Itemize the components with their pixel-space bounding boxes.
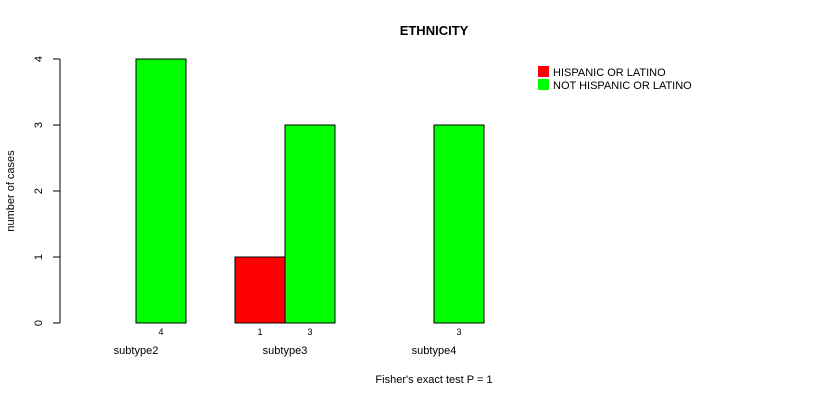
bar-subtype3-series-1 xyxy=(284,124,336,324)
bar-subtype4-series-1 xyxy=(433,124,485,324)
legend-label: HISPANIC OR LATINO xyxy=(553,67,666,79)
y-tick-label: 4 xyxy=(33,56,45,62)
legend-label: NOT HISPANIC OR LATINO xyxy=(553,80,692,92)
bar-subtype2-series-1 xyxy=(135,58,187,324)
y-tick-label: 1 xyxy=(33,254,45,260)
bar-count-label: 3 xyxy=(456,327,461,337)
category-label: subtype2 xyxy=(114,345,159,357)
y-tick-label: 2 xyxy=(33,188,45,194)
category-label: subtype3 xyxy=(263,345,308,357)
y-tick-label: 3 xyxy=(33,122,45,128)
bar-count-label: 4 xyxy=(158,327,163,337)
bars xyxy=(135,58,485,324)
x-axis-tick-labels: subtype2 subtype3 subtype4 xyxy=(114,345,457,357)
y-tick-label: 0 xyxy=(33,320,45,326)
chart-title: ETHNICITY xyxy=(400,23,469,38)
y-axis-label: number of cases xyxy=(5,150,17,232)
bar-count-label: 1 xyxy=(257,327,262,337)
bar-count-label: 3 xyxy=(307,327,312,337)
x-axis-label: Fisher's exact test P = 1 xyxy=(375,374,492,386)
legend-swatch xyxy=(538,79,549,90)
y-axis: 0 1 2 3 4 xyxy=(33,56,61,326)
bar-subtype3-series-0 xyxy=(234,256,286,324)
bar-count-labels: 4 1 3 3 xyxy=(158,327,461,337)
legend-swatch xyxy=(538,66,549,77)
category-label: subtype4 xyxy=(412,345,457,357)
